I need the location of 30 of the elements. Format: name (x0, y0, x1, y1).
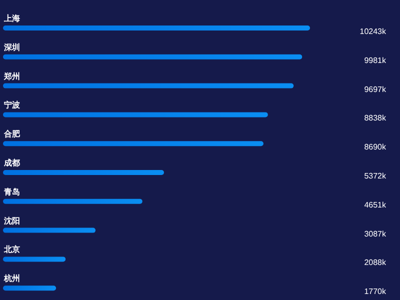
y-tick-label: 沈阳 (3, 216, 20, 226)
data-label: 3087k (364, 229, 387, 238)
data-label: 4651k (364, 200, 387, 210)
y-tick-label: 上海 (3, 14, 20, 23)
y-tick-label: 青岛 (3, 187, 20, 196)
data-label: 5372k (364, 172, 387, 180)
bar (3, 112, 268, 118)
data-label: 9697k (364, 84, 387, 94)
data-label: 2088k (364, 258, 387, 268)
data-label: 1770k (364, 287, 387, 296)
bar (3, 228, 96, 233)
y-tick-label: 北京 (3, 245, 20, 254)
y-tick-label: 深圳 (3, 42, 20, 52)
bar (3, 256, 66, 262)
data-label: 10243k (360, 27, 387, 36)
bar (3, 141, 264, 146)
y-tick-label: 宁波 (4, 100, 21, 110)
bar (3, 170, 164, 175)
bar (3, 286, 56, 291)
data-label: 9981k (364, 56, 387, 65)
bar (3, 198, 142, 204)
bar (3, 54, 302, 60)
y-tick-label: 杭州 (3, 274, 20, 284)
y-tick-label: 郑州 (3, 72, 20, 81)
data-label: 8838k (364, 114, 387, 123)
bar (3, 26, 310, 30)
y-tick-label: 合肥 (3, 130, 21, 139)
bar (3, 83, 294, 88)
data-label: 8690k (364, 142, 387, 152)
y-tick-label: 成都 (3, 158, 20, 168)
